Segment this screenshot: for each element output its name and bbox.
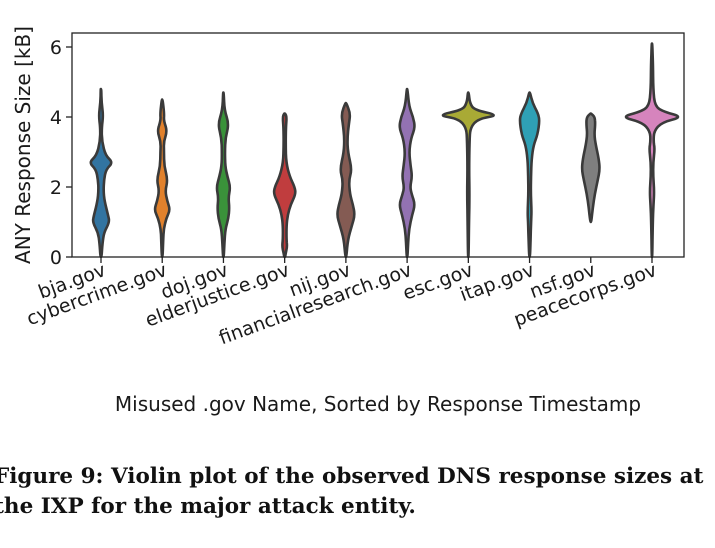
x-axis: bja.govcybercrime.govdoj.govelderjustice…	[24, 257, 660, 349]
violin-financialresearch-gov	[398, 87, 416, 259]
violin-doj-gov	[215, 91, 232, 259]
violin-peacecorps-gov	[624, 42, 680, 259]
violin-nij-gov	[336, 101, 356, 259]
y-tick-label: 0	[50, 247, 62, 269]
caption-line-2: the IXP for the major attack entity.	[0, 494, 416, 519]
violin-nsf-gov	[580, 112, 601, 224]
x-axis-label: Misused .gov Name, Sorted by Response Ti…	[115, 392, 641, 416]
violin-esc-gov	[441, 91, 495, 259]
plot-frame	[71, 32, 685, 258]
violin-cybercrime-gov	[153, 98, 171, 259]
y-tick-label: 2	[50, 177, 62, 199]
y-axis: 0 2 4 6	[50, 37, 72, 269]
violin-chart: 0 2 4 6 bja.govcybercrime.govdoj.govelderju…	[11, 26, 685, 416]
caption-line-1: Figure 9: Violin plot of the observed DN…	[0, 464, 704, 489]
y-tick-label: 6	[50, 37, 62, 59]
violin-itap-gov	[518, 91, 541, 259]
violins-layer	[89, 42, 680, 259]
y-axis-label: ANY Response Size [kB]	[11, 26, 35, 264]
violin-bja-gov	[89, 87, 113, 259]
y-tick-label: 4	[50, 107, 62, 129]
violin-elderjustice-gov	[272, 112, 297, 259]
figure-caption: Figure 9: Violin plot of the observed DN…	[0, 462, 715, 522]
